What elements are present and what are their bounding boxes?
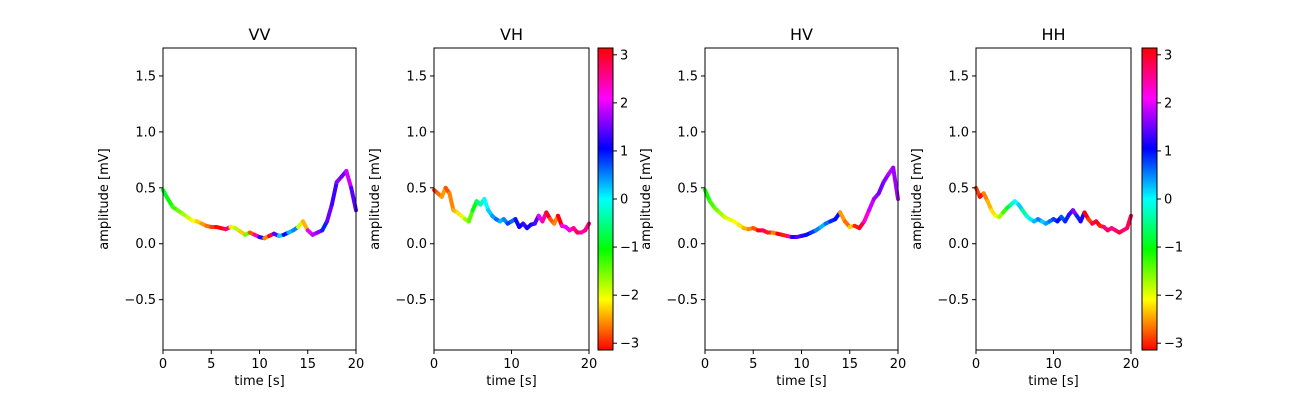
subplot-vv: VV 0 5 10 15 20 −0.5 0.0 0.5 1.0 1.5 time [s] amplit… [97,25,364,389]
colorbar-tick-label: 0 [620,193,628,208]
trace-segment [1125,213,1133,231]
trace-segment [325,202,334,224]
colorbar-hh: −3 −2 −1 0 1 2 3 [1141,47,1183,352]
subplot-title: HV [790,25,813,44]
colorbar-tick-label: 2 [1164,96,1172,111]
colorbar-tick-label: −2 [620,289,639,304]
x-tick-label: 5 [749,357,757,372]
y-tick-label: −0.5 [937,293,969,308]
colorbar-tick-label: 0 [1164,193,1172,208]
y-tick-label: 1.0 [406,125,427,140]
trace-vv [161,169,358,241]
x-tick-label: 0 [430,357,438,372]
y-tick-label: −0.5 [666,293,698,308]
trace-hh [974,185,1133,235]
y-tick-label: −0.5 [124,293,156,308]
x-tick-label: 20 [348,357,365,372]
y-tick-label: 0.0 [135,237,156,252]
subplot-title: VV [249,25,271,44]
y-tick-label: 1.0 [135,125,156,140]
colorbar-vh: −3 −2 −1 0 1 2 3 [597,47,639,352]
trace-segment [344,169,354,190]
x-tick-label: 10 [251,357,268,372]
y-tick-label: 0.0 [406,237,427,252]
subplot-hv: HV 0 5 10 15 20 −0.5 0.0 0.5 1.0 1.5 time [s] amplit… [639,25,906,389]
colorbar-tick-label: 1 [620,144,628,159]
y-tick-label: 1.5 [135,69,156,84]
colorbar-gradient [598,48,613,350]
colorbar-tick-label: −3 [620,337,639,352]
colorbar-tick-label: −3 [1164,337,1183,352]
y-tick-label: 0.5 [677,181,698,196]
trace-segment [349,185,358,213]
subplot-vh: VH 0 10 20 −0.5 0.0 0.5 1.0 1.5 time [s] amplitude… [368,25,597,389]
y-tick-label: 0.5 [135,181,156,196]
x-axis-label: time [s] [234,374,284,389]
y-axis-label: amplitude [mV] [910,148,925,250]
x-axis-label: time [s] [486,374,536,389]
y-tick-label: 0.0 [677,237,698,252]
x-tick-label: 0 [701,357,709,372]
x-axis-label: time [s] [776,374,826,389]
colorbar-gradient [1142,48,1157,350]
x-tick-label: 20 [581,357,598,372]
y-axis-label: amplitude [mV] [97,148,112,250]
subplot-hh: HH 0 10 20 −0.5 0.0 0.5 1.0 1.5 time [s] amplitude… [910,25,1139,389]
y-tick-label: 1.0 [677,125,698,140]
colorbar-tick-label: 3 [620,48,628,63]
y-tick-label: −0.5 [395,293,427,308]
subplot-title: VH [500,25,523,44]
y-tick-label: 1.5 [677,69,698,84]
trace-segment [867,197,876,213]
y-tick-label: 1.5 [948,69,969,84]
x-tick-label: 0 [972,357,980,372]
y-tick-label: 1.5 [406,69,427,84]
x-tick-label: 20 [890,357,907,372]
colorbar-tick-label: −1 [620,241,639,256]
x-tick-label: 20 [1123,357,1140,372]
y-tick-label: 0.0 [948,237,969,252]
colorbar-tick-label: 1 [1164,144,1172,159]
trace-segment [891,165,900,201]
x-tick-label: 10 [793,357,810,372]
trace-hv [703,165,900,240]
x-tick-label: 10 [1045,357,1062,372]
colorbar-tick-label: −2 [1164,289,1183,304]
colorbar-tick-label: −1 [1164,241,1183,256]
x-tick-label: 15 [299,357,316,372]
y-tick-label: 0.5 [948,181,969,196]
y-tick-label: 0.5 [406,181,427,196]
x-tick-label: 15 [841,357,858,372]
x-tick-label: 5 [207,357,215,372]
y-axis-label: amplitude [mV] [639,148,654,250]
colorbar-tick-label: 3 [1164,48,1172,63]
trace-segment [862,208,872,224]
trace-segment [329,180,339,207]
colorbar-tick-label: 2 [620,96,628,111]
trace-segment [447,191,456,213]
trace-segment [876,180,886,196]
x-tick-label: 0 [159,357,167,372]
x-axis-label: time [s] [1028,374,1078,389]
trace-segment [583,221,591,233]
y-tick-label: 1.0 [948,125,969,140]
x-tick-label: 10 [503,357,520,372]
subplot-title: HH [1041,25,1065,44]
trace-vh [432,185,591,235]
trace-segment [703,188,712,204]
y-axis-label: amplitude [mV] [368,148,383,250]
